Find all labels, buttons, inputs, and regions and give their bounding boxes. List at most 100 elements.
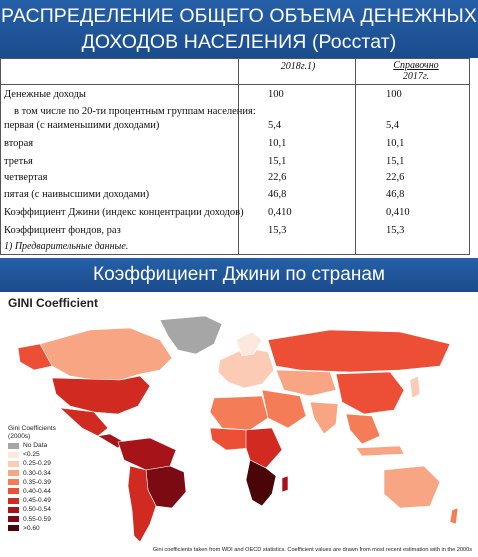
legend-label: 0.30-0.34 xyxy=(23,469,51,477)
legend-label: 0.55-0.59 xyxy=(23,515,51,523)
usa-shape xyxy=(51,375,151,415)
southeast-asia-shape xyxy=(345,413,381,445)
madagascar-shape xyxy=(281,475,289,493)
row-value-2017: 10,1 xyxy=(386,138,405,149)
header-title-line2: ДОХОДОВ НАСЕЛЕНИЯ (Росстат) xyxy=(81,31,397,53)
table-row: пятая (с наивысшими доходами) 46,8 46,8 xyxy=(0,188,470,202)
table-footnote: 1) Предварительные данные. xyxy=(4,241,129,252)
header-banner: РАСПРЕДЕЛЕНИЕ ОБЩЕГО ОБЪЕМА ДЕНЕЖНЫХ ДОХ… xyxy=(0,0,478,58)
russia-shape xyxy=(267,329,451,373)
legend-item: 0.35-0.39 xyxy=(8,478,56,487)
legend-label: 0.50-0.54 xyxy=(23,506,51,514)
legend-swatch xyxy=(8,506,19,513)
row-value-2018: 15,3 xyxy=(268,225,287,236)
row-value-2017: 46,8 xyxy=(386,189,405,200)
subheader-banner: Коэффициент Джини по странам xyxy=(0,258,478,292)
map-title: GINI Coefficient xyxy=(8,296,99,310)
row-value-2018: 100 xyxy=(268,89,284,100)
legend-swatch xyxy=(8,470,19,477)
legend-title-line2: (2000s) xyxy=(8,433,31,440)
row-label: четвертая xyxy=(4,172,48,183)
table-row: третья 15,1 15,1 xyxy=(0,155,470,169)
column-header-2017-line2: 2017г. xyxy=(402,71,430,82)
column-header-2018: 2018г.1) xyxy=(280,61,316,72)
legend-item: No Data xyxy=(8,441,56,450)
row-label: Коэффициент фондов, раз xyxy=(4,225,121,236)
row-label: третья xyxy=(4,156,33,167)
row-label: первая (с наименьшими доходами) xyxy=(4,120,160,131)
legend-swatch xyxy=(8,451,19,458)
scandinavia-shape xyxy=(235,331,263,357)
legend-item: 0.55-0.59 xyxy=(8,515,56,524)
legend-item: 0.40-0.44 xyxy=(8,487,56,496)
row-value-2018: 0,410 xyxy=(268,207,292,218)
row-value-2017: 0,410 xyxy=(386,207,410,218)
china-shape xyxy=(335,371,405,415)
legend-swatch xyxy=(8,516,19,522)
row-value-2018: 10,1 xyxy=(268,138,287,149)
legend-label: 0.35-0.39 xyxy=(23,478,51,486)
world-map xyxy=(0,310,478,550)
india-shape xyxy=(309,401,339,435)
row-value-2017: 15,3 xyxy=(386,225,405,236)
row-label: Коэффициент Джини (индекс концентрации д… xyxy=(4,207,244,218)
legend-label: No Data xyxy=(23,442,48,449)
legend-label: 0.45-0.49 xyxy=(23,497,51,505)
column-header-2017: Справочно 2017г. xyxy=(386,60,446,82)
indonesia-shape xyxy=(355,445,405,457)
row-value-2017: 22,6 xyxy=(386,172,405,183)
legend-swatch xyxy=(8,460,19,467)
legend-swatch xyxy=(8,525,19,532)
row-value-2017: 100 xyxy=(386,89,402,100)
legend-label: 0.25-0.29 xyxy=(23,460,51,468)
table-row: вторая 10,1 10,1 xyxy=(0,137,470,151)
table-row: в том числе по 20-ти процентным группам … xyxy=(0,105,470,119)
central-asia-shape xyxy=(275,369,337,397)
row-value-2018: 46,8 xyxy=(268,189,287,200)
legend-label: >0.60 xyxy=(23,524,40,532)
mexico-shape xyxy=(59,407,109,437)
legend-item: 0.50-0.54 xyxy=(8,505,56,514)
row-value-2017: 5,4 xyxy=(386,120,400,131)
income-distribution-table: 2018г.1) Справочно 2017г. Денежные доход… xyxy=(0,58,478,258)
header-title-line1: РАСПРЕДЕЛЕНИЕ ОБЩЕГО ОБЪЕМА ДЕНЕЖНЫХ xyxy=(1,5,477,27)
canada-shape xyxy=(39,327,173,381)
table-row: первая (с наименьшими доходами) 5,4 5,4 xyxy=(0,119,470,133)
south-america-south-shape xyxy=(127,465,157,543)
west-africa-shape xyxy=(209,427,251,451)
row-label: пятая (с наивысшими доходами) xyxy=(4,189,150,200)
new-zealand-shape xyxy=(449,507,459,525)
table-row: Коэффициент Джини (индекс концентрации д… xyxy=(0,206,470,220)
southern-africa-shape xyxy=(245,459,277,507)
row-value-2017: 15,1 xyxy=(386,156,405,167)
row-label: вторая xyxy=(4,138,34,149)
row-label: Денежные доходы xyxy=(4,89,86,100)
table-row: Денежные доходы 100 100 xyxy=(0,88,470,102)
legend-item: 0.45-0.49 xyxy=(8,496,56,505)
column-header-2017-line1: Справочно xyxy=(393,60,439,71)
australia-shape xyxy=(383,465,441,509)
legend-title-line1: Gini Coefficients xyxy=(8,425,56,432)
row-value-2018: 22,6 xyxy=(268,172,287,183)
subheader-title: Коэффициент Джини по странам xyxy=(93,264,385,285)
legend-item: 0.25-0.29 xyxy=(8,459,56,468)
table-row: четвертая 22,6 22,6 xyxy=(0,171,470,185)
row-value-2018: 5,4 xyxy=(268,120,282,131)
map-footnote: Gini coefficients taken from WDI and OEC… xyxy=(152,547,472,553)
legend-swatch xyxy=(8,497,19,504)
table-row: Коэффициент фондов, раз 15,3 15,3 xyxy=(0,224,470,238)
greenland-shape xyxy=(159,315,223,355)
map-legend: Gini Coefficients (2000s) No Data <0.25 … xyxy=(8,425,56,533)
legend-swatch xyxy=(8,479,19,486)
alaska-shape xyxy=(17,343,53,371)
legend-label: <0.25 xyxy=(23,451,40,459)
row-value-2018: 15,1 xyxy=(268,156,287,167)
legend-swatch xyxy=(8,488,19,495)
legend-label: 0.40-0.44 xyxy=(23,487,51,495)
row-label: в том числе по 20-ти процентным группам … xyxy=(14,106,256,117)
legend-item: <0.25 xyxy=(8,450,56,459)
gini-map-panel: GINI Coefficient Gini Coefficients (2000… xyxy=(0,292,478,557)
legend-item: 0.30-0.34 xyxy=(8,469,56,478)
japan-shape xyxy=(409,375,421,399)
legend-swatch xyxy=(8,442,19,449)
